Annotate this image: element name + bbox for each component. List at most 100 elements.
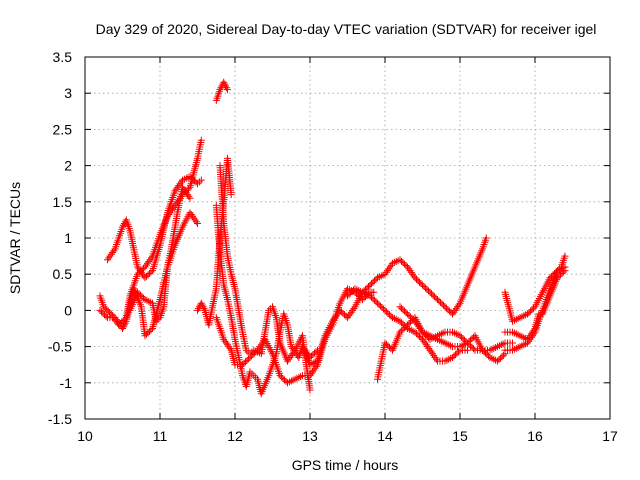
- data-point: [349, 306, 356, 314]
- data-point: [187, 211, 195, 218]
- data-point: [287, 377, 295, 385]
- data-point: [311, 364, 319, 372]
- data-point: [362, 290, 370, 298]
- data-point: [332, 312, 340, 320]
- data-point: [482, 234, 490, 242]
- data-point: [452, 305, 460, 313]
- data-point: [429, 291, 437, 299]
- data-point: [143, 330, 150, 338]
- data-point: [402, 322, 410, 330]
- data-point: [401, 324, 408, 332]
- data-point: [449, 310, 456, 318]
- y-tick-label: -1: [60, 375, 73, 391]
- y-tick-label: 2: [64, 158, 72, 174]
- data-point: [175, 182, 183, 189]
- data-point: [308, 352, 315, 360]
- data-point: [164, 212, 171, 220]
- series-sat-f: [212, 78, 231, 104]
- y-tick-label: 0: [64, 302, 72, 318]
- data-point: [368, 293, 375, 301]
- x-axis-label: GPS time / hours: [292, 457, 399, 473]
- data-point: [96, 306, 104, 314]
- data-point: [528, 306, 536, 314]
- y-tick-label: 1.5: [53, 194, 73, 210]
- data-point: [455, 301, 463, 309]
- data-point: [524, 310, 531, 318]
- data-point: [404, 321, 411, 329]
- data-point: [107, 250, 115, 258]
- data-point: [366, 281, 374, 289]
- data-point: [239, 361, 246, 369]
- data-point: [220, 335, 228, 343]
- data-point: [222, 339, 230, 347]
- data-point: [309, 368, 316, 376]
- data-point: [350, 305, 358, 313]
- data-point: [557, 271, 564, 279]
- data-point: [456, 332, 464, 340]
- data-point: [191, 216, 199, 224]
- data-point: [312, 363, 320, 370]
- data-point: [409, 270, 416, 278]
- data-point: [451, 306, 459, 314]
- data-point: [405, 319, 413, 327]
- data-point: [406, 267, 414, 275]
- data-point: [527, 330, 535, 338]
- data-point: [339, 309, 347, 317]
- data-point: [345, 291, 353, 298]
- y-tick-label: -0.5: [48, 339, 72, 355]
- data-point: [281, 376, 288, 384]
- data-point: [306, 386, 314, 394]
- chart-title: Day 329 of 2020, Sidereal Day-to-day VTE…: [96, 21, 597, 37]
- data-point: [416, 333, 423, 340]
- data-point: [254, 346, 261, 354]
- data-point: [467, 336, 474, 344]
- data-point: [336, 306, 344, 314]
- series-sat-c: [96, 209, 201, 340]
- plot-frame: [84, 56, 611, 420]
- data-point: [197, 176, 205, 184]
- data-point: [225, 343, 233, 351]
- x-tick-label: 17: [602, 428, 618, 444]
- series-sat-p: [501, 267, 569, 343]
- data-point: [371, 296, 378, 304]
- data-point: [450, 352, 458, 360]
- x-tick-label: 11: [153, 428, 168, 444]
- series-sat-j: [299, 234, 490, 369]
- data-point: [135, 269, 143, 277]
- data-point: [368, 280, 375, 288]
- data-point: [445, 341, 453, 349]
- data-point: [524, 335, 531, 343]
- data-point: [224, 341, 231, 349]
- data-point: [144, 329, 152, 337]
- data-point: [411, 328, 419, 336]
- data-point: [413, 330, 420, 338]
- data-point: [399, 306, 407, 314]
- x-tick-label: 15: [452, 428, 468, 444]
- data-point: [422, 284, 429, 292]
- data-point: [520, 312, 528, 320]
- data-point: [438, 300, 446, 308]
- y-tick-label: 0.5: [53, 266, 73, 282]
- data-point: [341, 311, 348, 319]
- data-point: [407, 326, 415, 334]
- data-point: [279, 375, 287, 382]
- data-point: [428, 290, 435, 298]
- data-point: [464, 346, 471, 354]
- data-point: [426, 346, 434, 354]
- y-tick-label: -1.5: [48, 411, 72, 427]
- data-point: [424, 343, 431, 351]
- data-point: [115, 319, 123, 327]
- data-point: [346, 310, 354, 318]
- data-point: [287, 343, 295, 351]
- data-point: [134, 263, 141, 271]
- data-point: [216, 86, 224, 94]
- data-point: [197, 299, 205, 307]
- data-point: [248, 352, 255, 360]
- data-point: [119, 325, 126, 332]
- data-point: [363, 284, 371, 292]
- x-tick-label: 12: [227, 428, 243, 444]
- data-point: [169, 205, 176, 213]
- data-point: [199, 303, 207, 311]
- data-point: [437, 337, 445, 345]
- data-point: [384, 267, 391, 275]
